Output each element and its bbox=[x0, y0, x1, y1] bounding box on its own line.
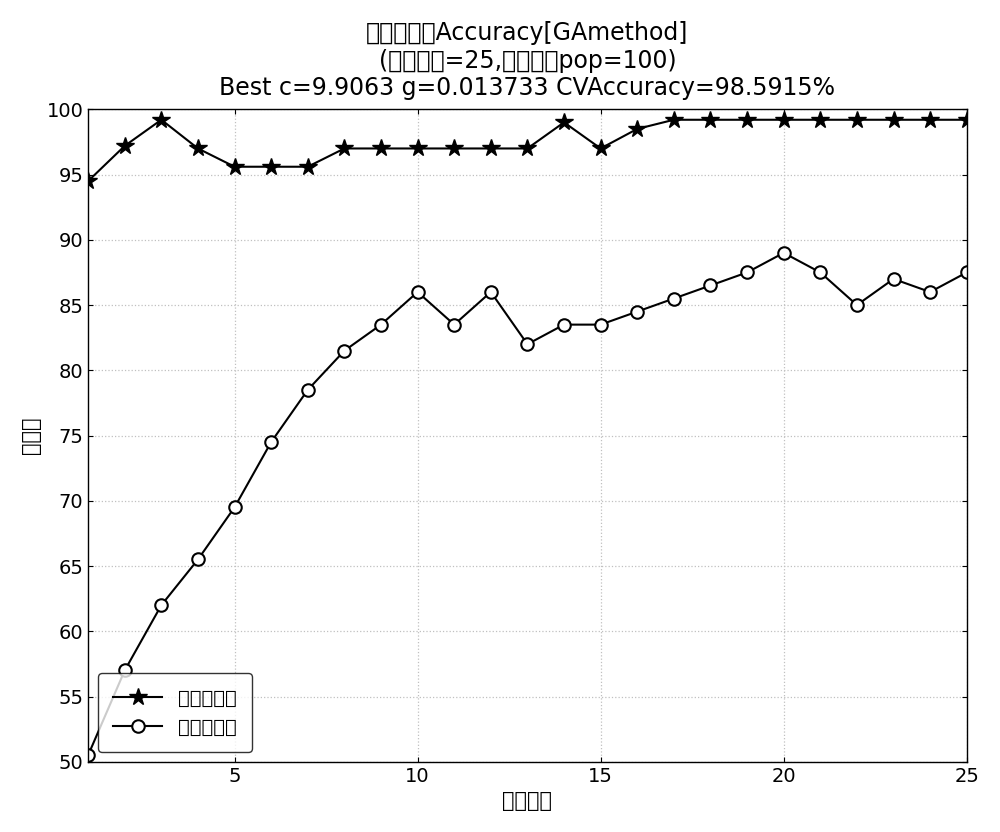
平均适应度 bbox=[631, 306, 643, 316]
最佳适应度 bbox=[851, 115, 863, 125]
最佳适应度 bbox=[595, 143, 607, 153]
平均适应度 bbox=[741, 267, 753, 277]
平均适应度 bbox=[888, 274, 900, 284]
最佳适应度 bbox=[155, 115, 167, 125]
平均适应度 bbox=[595, 319, 607, 329]
平均适应度 bbox=[778, 248, 790, 258]
平均适应度 bbox=[814, 267, 826, 277]
最佳适应度 bbox=[961, 115, 973, 125]
平均适应度 bbox=[229, 503, 241, 513]
平均适应度 bbox=[961, 267, 973, 277]
平均适应度 bbox=[192, 554, 204, 564]
平均适应度 bbox=[265, 437, 277, 447]
平均适应度 bbox=[704, 280, 716, 290]
最佳适应度 bbox=[704, 115, 716, 125]
Legend: 最佳适应度, 平均适应度: 最佳适应度, 平均适应度 bbox=[98, 673, 252, 752]
平均适应度 bbox=[338, 346, 350, 356]
Line: 平均适应度: 平均适应度 bbox=[82, 246, 973, 761]
最佳适应度 bbox=[229, 161, 241, 171]
Line: 最佳适应度: 最佳适应度 bbox=[79, 111, 976, 191]
平均适应度 bbox=[412, 287, 424, 297]
Title: 适应度曲线Accuracy[GAmethod]
(终止代数=25,种群数量pop=100)
Best c=9.9063 g=0.013733 CVAccurac: 适应度曲线Accuracy[GAmethod] (终止代数=25,种群数量pop… bbox=[219, 21, 835, 101]
平均适应度 bbox=[448, 319, 460, 329]
平均适应度 bbox=[485, 287, 497, 297]
最佳适应度 bbox=[265, 161, 277, 171]
最佳适应度 bbox=[338, 143, 350, 153]
平均适应度 bbox=[119, 666, 131, 676]
平均适应度 bbox=[82, 750, 94, 760]
最佳适应度 bbox=[302, 161, 314, 171]
最佳适应度 bbox=[412, 143, 424, 153]
最佳适应度 bbox=[888, 115, 900, 125]
最佳适应度 bbox=[741, 115, 753, 125]
最佳适应度 bbox=[521, 143, 533, 153]
平均适应度 bbox=[302, 385, 314, 395]
最佳适应度 bbox=[448, 143, 460, 153]
平均适应度 bbox=[558, 319, 570, 329]
Y-axis label: 适应度: 适应度 bbox=[21, 417, 41, 454]
最佳适应度 bbox=[924, 115, 936, 125]
X-axis label: 进化代数: 进化代数 bbox=[502, 791, 552, 811]
最佳适应度 bbox=[485, 143, 497, 153]
最佳适应度 bbox=[119, 141, 131, 151]
最佳适应度 bbox=[82, 176, 94, 186]
最佳适应度 bbox=[558, 117, 570, 127]
平均适应度 bbox=[155, 600, 167, 610]
最佳适应度 bbox=[631, 124, 643, 134]
平均适应度 bbox=[924, 287, 936, 297]
最佳适应度 bbox=[192, 143, 204, 153]
最佳适应度 bbox=[375, 143, 387, 153]
最佳适应度 bbox=[814, 115, 826, 125]
平均适应度 bbox=[851, 300, 863, 310]
平均适应度 bbox=[521, 339, 533, 349]
平均适应度 bbox=[668, 294, 680, 304]
最佳适应度 bbox=[778, 115, 790, 125]
最佳适应度 bbox=[668, 115, 680, 125]
平均适应度 bbox=[375, 319, 387, 329]
